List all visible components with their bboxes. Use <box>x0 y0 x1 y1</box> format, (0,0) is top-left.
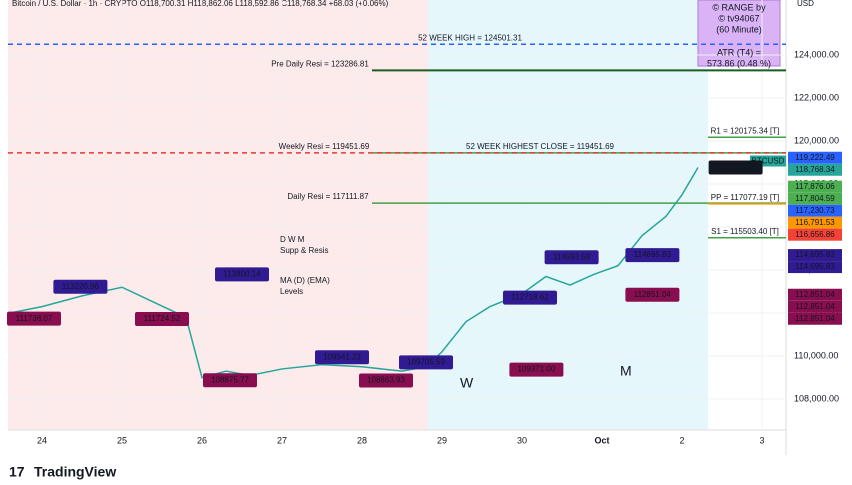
annotation: MA (D) (EMA) <box>280 276 330 285</box>
price-tag-label: 114,695.83 <box>795 250 835 259</box>
price-tag <box>788 288 842 301</box>
callout-label: 112718.62 <box>511 293 549 302</box>
level-label: R1 = 120175.34 [T] <box>711 126 780 135</box>
range-box-text: (60 Minute) <box>716 24 762 34</box>
session-bg <box>428 0 708 430</box>
x-tick-label: 28 <box>357 435 367 445</box>
brand: TradingView <box>34 464 116 480</box>
annotation: D W M <box>280 235 305 244</box>
level-label: PP = 117077.19 [T] <box>711 193 779 202</box>
y-tick-label: 110,000.00 <box>794 350 838 360</box>
callout-label: 113800.14 <box>223 269 261 278</box>
y-tick-label: 124,000.00 <box>794 49 839 59</box>
price-tag <box>788 249 842 262</box>
annotation: M <box>620 363 632 379</box>
price-tag-label: 117,876.06 <box>795 182 835 191</box>
price-tag <box>788 312 842 325</box>
y-tick-label: 122,000.00 <box>794 92 839 102</box>
y-tick-label: 120,000.00 <box>794 135 839 145</box>
series-name: BTCUSD <box>752 157 785 166</box>
currency: USD <box>797 0 814 8</box>
annotation: Levels <box>280 287 303 296</box>
price-tag <box>788 192 842 205</box>
level-label: 52 WEEK HIGH = 124501.31 <box>418 33 522 42</box>
x-tick-label: Oct <box>594 435 609 445</box>
callout-box <box>625 287 680 302</box>
range-box-text: 573.86 (0.48 %) <box>707 58 771 68</box>
callout-label: 118768.34 <box>717 163 755 172</box>
x-tick-label: 2 <box>679 435 684 445</box>
callout-box <box>203 373 257 388</box>
callout-label: 108875.77 <box>211 375 249 384</box>
callout-box <box>399 355 453 370</box>
callout-label: 112851.04 <box>634 290 672 299</box>
callout-label: 109371.00 <box>517 365 555 374</box>
range-box-text: ATR (T4) = <box>717 47 761 57</box>
callout-label: 111738.07 <box>16 314 53 323</box>
x-tick-label: 3 <box>759 435 764 445</box>
brand-logo: 17 <box>9 464 25 480</box>
callout-box <box>359 373 413 388</box>
callout-box <box>509 362 564 377</box>
callout-label: 113220.96 <box>62 282 100 291</box>
annotation: Supp & Resis <box>280 246 328 255</box>
callout-box <box>53 279 108 294</box>
level-label: 52 WEEK HIGHEST CLOSE = 119451.69 <box>466 142 615 151</box>
price-tag-label: 116,791.53 <box>795 218 835 227</box>
callout-box <box>315 350 369 365</box>
callout-box <box>544 250 599 265</box>
y-tick-label: 108,000.00 <box>794 393 839 403</box>
range-box-text: © tv94067 <box>718 13 759 23</box>
x-tick-label: 30 <box>517 435 527 445</box>
price-tag-label: 118,768.34 <box>795 165 835 174</box>
level-label: Daily Resi = 117111.87 <box>287 192 369 201</box>
price-tag-label: 114,695.83 <box>795 262 835 271</box>
price-tag <box>788 228 842 241</box>
x-tick-label: 25 <box>117 435 127 445</box>
price-tag-label: 119,222.49 <box>795 153 835 162</box>
price-tag <box>788 261 842 274</box>
level-label: Weekly Resi = 119451.69 <box>279 142 370 151</box>
level-label: Pre Daily Resi = 123286.81 <box>271 59 369 68</box>
price-tag-label: 112,851.04 <box>795 302 835 311</box>
callout-label: 109941.23 <box>323 352 361 361</box>
price-tag-label: 112,851.04 <box>795 314 835 323</box>
callout-label: 114593.58 <box>553 252 591 261</box>
callout-box <box>625 248 680 263</box>
price-tag <box>788 300 842 313</box>
callout-label: 109705.59 <box>407 357 445 366</box>
price-tag-label: 116,656.86 <box>795 230 835 239</box>
level-label: S1 = 115503.40 [T] <box>711 227 779 236</box>
annotation: W <box>460 375 474 391</box>
price-tag-label: 117,230.73 <box>795 206 835 215</box>
price-tag-label: 117,804.59 <box>795 194 835 203</box>
callout-box <box>503 290 557 305</box>
callout-box <box>708 160 763 175</box>
header: Bitcoin / U.S. Dollar · 1h · CRYPTO O118… <box>12 0 389 8</box>
callout-label: 108863.93 <box>367 376 405 385</box>
x-tick-label: 29 <box>437 435 447 445</box>
callout-box <box>215 267 269 282</box>
price-tag <box>788 180 842 193</box>
callout-box <box>135 311 189 326</box>
series-tag-bg <box>750 155 786 167</box>
callout-label: 111724.52 <box>144 314 181 323</box>
range-box-text: © RANGE by <box>712 2 766 12</box>
price-tag-label: 112,851.04 <box>795 290 835 299</box>
price-tag <box>788 204 842 217</box>
price-tag <box>788 151 842 164</box>
x-tick-label: 24 <box>37 435 47 445</box>
price-tag <box>788 216 842 229</box>
price-tag <box>788 163 842 176</box>
callout-label: 114695.83 <box>634 250 672 259</box>
x-tick-label: 27 <box>277 435 287 445</box>
callout-box <box>7 311 61 326</box>
x-tick-label: 26 <box>197 435 207 445</box>
